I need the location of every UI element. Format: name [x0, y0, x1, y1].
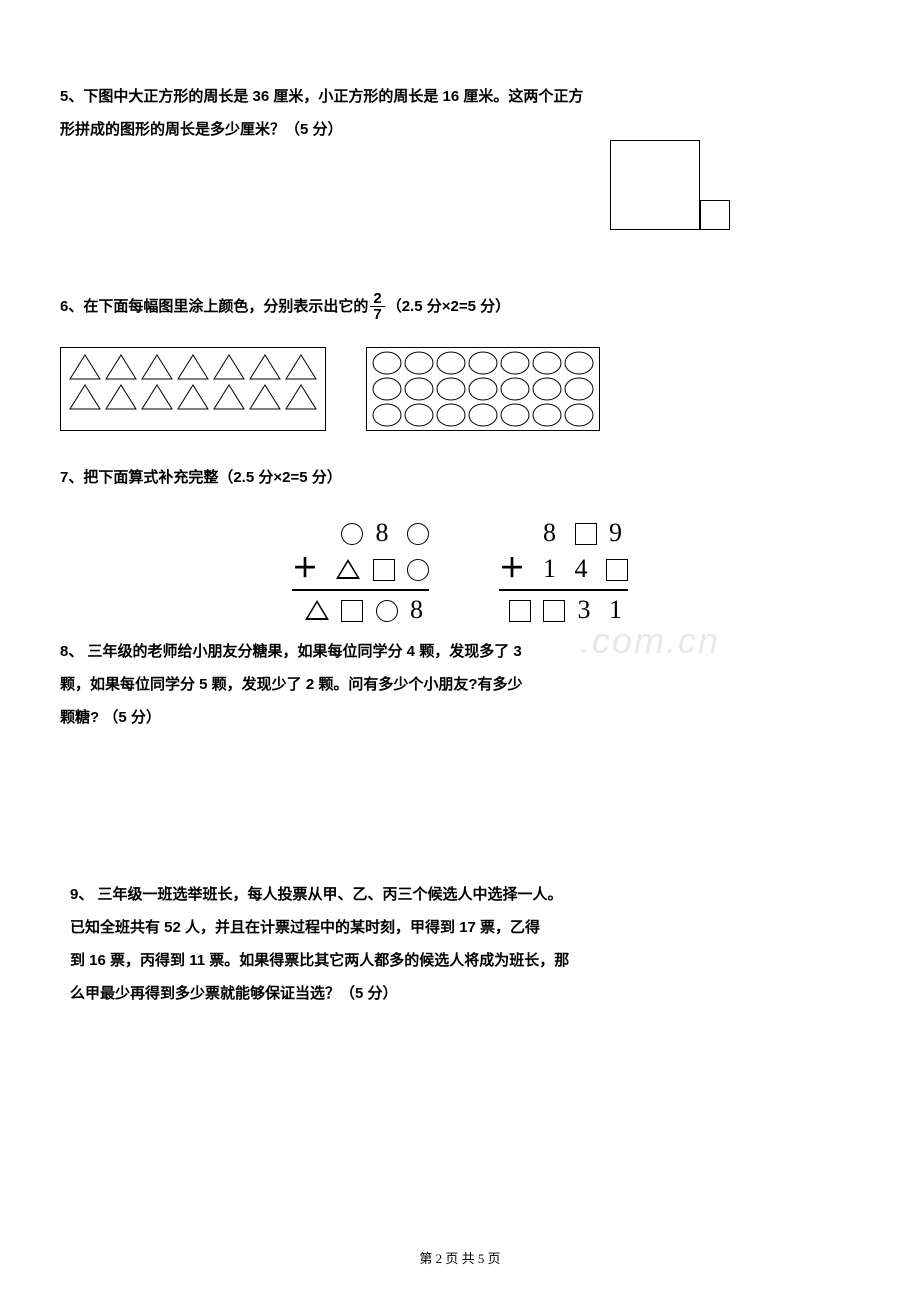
q8-line2: 颗，如果每位同学分 5 颗，发现少了 2 颗。问有多少个小朋友?有多少	[60, 676, 523, 693]
circle-icon	[403, 350, 435, 376]
triangle-icon	[283, 382, 319, 412]
circle-icon	[403, 376, 435, 402]
circle-icon	[563, 376, 595, 402]
q9-line4: 么甲最少再得到多少票就能够保证当选？（5 分）	[70, 985, 398, 1002]
circle-icon	[467, 350, 499, 376]
question-9: 9、 三年级一班选举班长，每人投票从甲、乙、丙三个候选人中选择一人。 已知全班共…	[60, 878, 860, 1010]
frac-num: 2	[370, 291, 384, 307]
box-shape	[606, 559, 628, 581]
box-shape	[543, 600, 565, 622]
box-shape	[509, 600, 531, 622]
page-footer: 第 2 页 共 5 页	[0, 1248, 920, 1267]
q6-label: 6、	[60, 290, 83, 323]
q9-line3: 到 16 票，丙得到 11 票。如果得票比其它两人都多的候选人将成为班长，那	[70, 952, 569, 969]
triangle-icon	[211, 382, 247, 412]
circle-icon	[371, 350, 403, 376]
frac-den: 7	[370, 307, 384, 322]
circle-icon	[371, 376, 403, 402]
triangle-shape	[305, 600, 329, 620]
circle-icon	[403, 402, 435, 428]
triangle-icon	[247, 382, 283, 412]
question-5: 5、下图中大正方形的周长是 36 厘米，小正方形的周长是 16 厘米。这两个正方…	[60, 80, 860, 146]
circle-icon	[531, 350, 563, 376]
triangle-icon	[139, 382, 175, 412]
circle-icon	[435, 402, 467, 428]
circle-icon	[371, 402, 403, 428]
circle-icon	[467, 402, 499, 428]
circle-icon	[563, 350, 595, 376]
question-6: 6、 在下面每幅图里涂上颜色，分别表示出它的 2 7 （2.5 分×2=5 分）	[60, 290, 860, 323]
triangle-icon	[67, 382, 103, 412]
triangle-icon	[67, 352, 103, 382]
q9-line1: 三年级一班选举班长，每人投票从甲、乙、丙三个候选人中选择一人。	[93, 886, 562, 903]
circle-icon	[499, 376, 531, 402]
circles-box	[366, 347, 600, 431]
circle-shape	[407, 559, 429, 581]
circle-icon	[435, 376, 467, 402]
box-shape	[373, 559, 395, 581]
circle-icon	[531, 376, 563, 402]
triangle-icon	[103, 382, 139, 412]
q6-fraction: 2 7	[370, 291, 384, 322]
triangle-icon	[139, 352, 175, 382]
circle-icon	[499, 350, 531, 376]
big-square	[610, 140, 700, 230]
q9-line2: 已知全班共有 52 人，并且在计票过程中的某时刻，甲得到 17 票，乙得	[70, 919, 540, 936]
triangle-icon	[175, 382, 211, 412]
circle-icon	[435, 350, 467, 376]
q5-figure	[610, 140, 720, 240]
q6-text-after: （2.5 分×2=5 分）	[387, 290, 510, 323]
q5-label: 5、	[60, 88, 83, 105]
q8-line1: 三年级的老师给小朋友分糖果，如果每位同学分 4 颗，发现多了 3	[83, 643, 521, 660]
q6-text-before: 在下面每幅图里涂上颜色，分别表示出它的	[83, 290, 368, 323]
q9-label: 9、	[70, 886, 93, 903]
addition-left: 8 ＋ 8	[292, 518, 429, 625]
q8-line3: 颗糖? （5 分）	[60, 709, 161, 726]
triangle-icon	[283, 352, 319, 382]
triangle-icon	[175, 352, 211, 382]
circle-shape	[407, 523, 429, 545]
q8-label: 8、	[60, 643, 83, 660]
addition-right: 8 9＋1 4 3 1	[499, 518, 628, 625]
q5-text2: 形拼成的图形的周长是多少厘米？（5 分）	[60, 121, 343, 138]
q7-text: 把下面算式补充完整（2.5 分×2=5 分）	[83, 469, 341, 486]
triangle-icon	[247, 352, 283, 382]
small-square	[700, 200, 730, 230]
circle-icon	[563, 402, 595, 428]
circle-icon	[531, 402, 563, 428]
question-7: 7、把下面算式补充完整（2.5 分×2=5 分）	[60, 461, 860, 494]
q6-figures	[60, 347, 860, 431]
q5-text1: 下图中大正方形的周长是 36 厘米，小正方形的周长是 16 厘米。这两个正方	[83, 88, 583, 105]
triangle-icon	[211, 352, 247, 382]
circle-shape	[376, 600, 398, 622]
circle-icon	[499, 402, 531, 428]
box-shape	[575, 523, 597, 545]
box-shape	[341, 600, 363, 622]
q7-label: 7、	[60, 469, 83, 486]
triangles-box	[60, 347, 326, 431]
triangle-icon	[103, 352, 139, 382]
triangle-shape	[336, 559, 360, 579]
question-8: 8、 三年级的老师给小朋友分糖果，如果每位同学分 4 颗，发现多了 3 颗，如果…	[60, 635, 860, 734]
circle-icon	[467, 376, 499, 402]
circle-shape	[341, 523, 363, 545]
q7-additions: 8 ＋ 8 8 9＋1 4 3 1	[60, 518, 860, 625]
